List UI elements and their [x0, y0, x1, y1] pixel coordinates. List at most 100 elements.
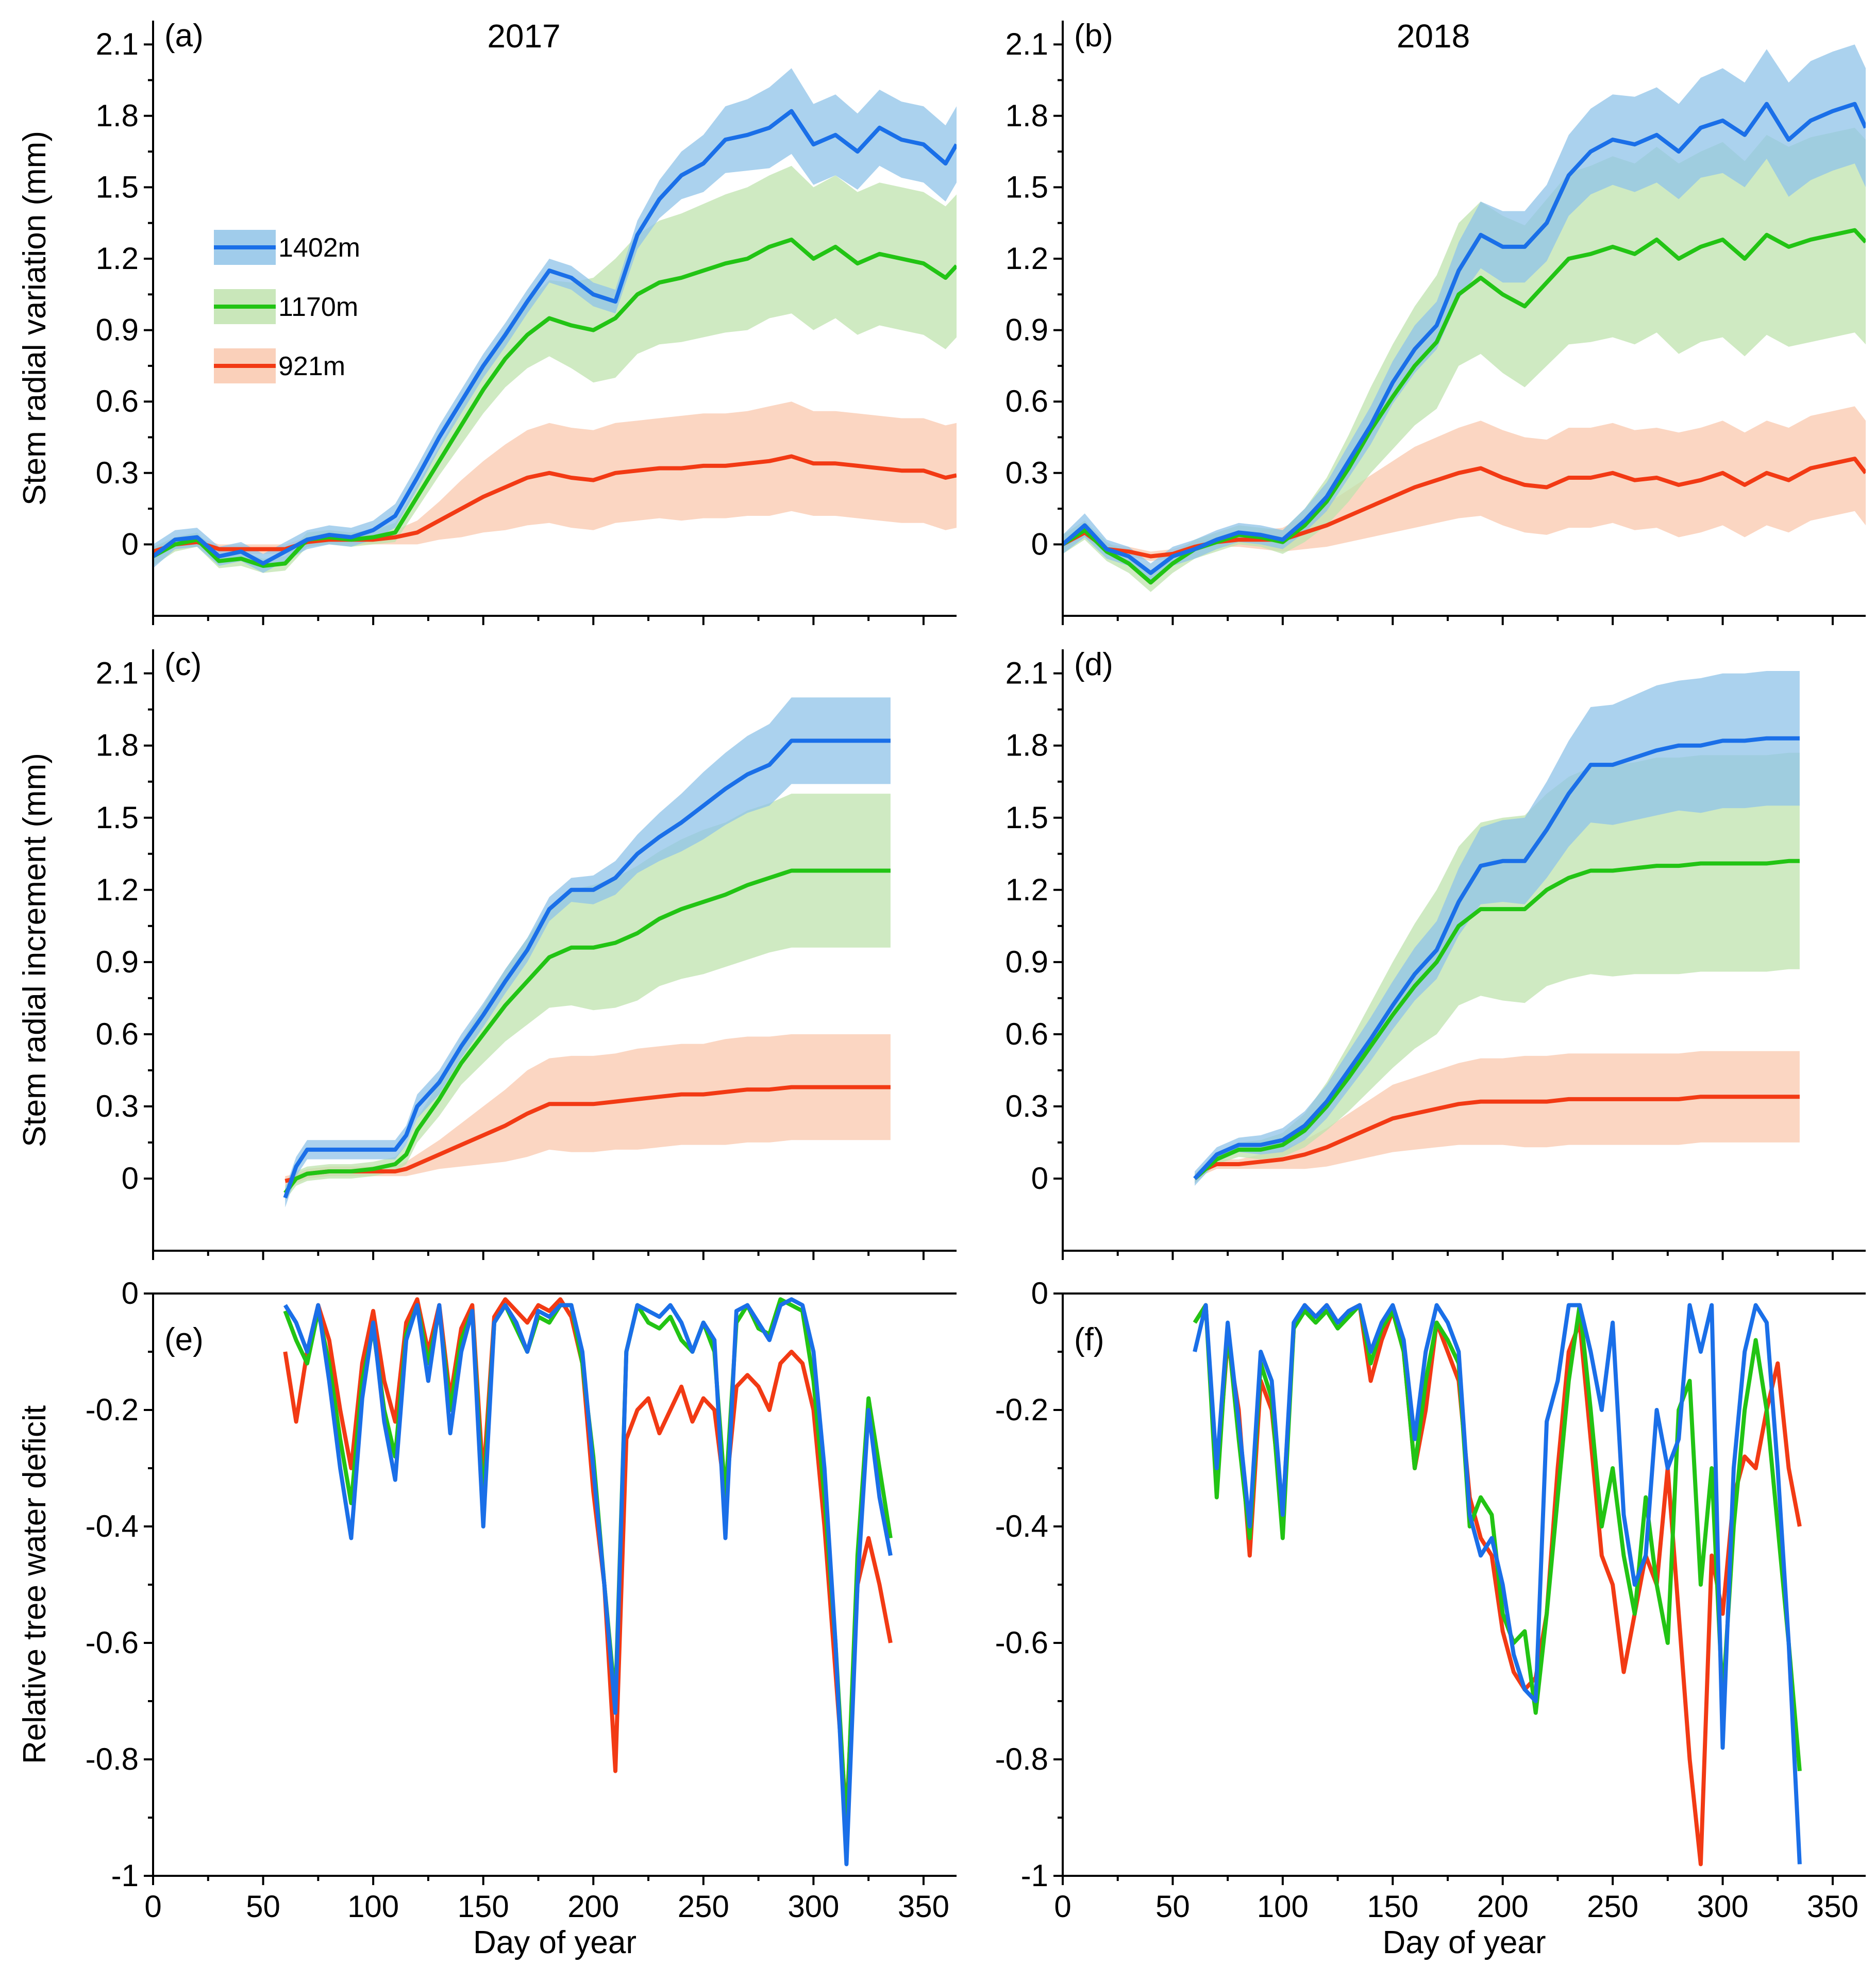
- panel-a: 0 0.3 0.6 0.9 1.2 1.5 1.8 2.1 (a) 2017 Stem radial…: [17, 18, 957, 625]
- x-tick-label: 50: [1155, 1889, 1190, 1924]
- series-line-1170m: [283, 1297, 893, 1832]
- panel-label: (d): [1074, 647, 1113, 682]
- y-tick-label: -0.4: [995, 1509, 1048, 1543]
- series-line-1170m: [283, 868, 891, 1195]
- series-line-921m: [1193, 1303, 1802, 1867]
- y-axis-title: Stem radial variation (mm): [17, 131, 53, 506]
- y-tick-label: -0.8: [86, 1742, 139, 1776]
- y-tick-label: 1.5: [96, 800, 139, 835]
- x-tick-label: 200: [567, 1889, 619, 1924]
- y-tick-label: 1.2: [1006, 241, 1048, 276]
- panel-label: (e): [164, 1322, 204, 1357]
- band-1402m: [153, 68, 957, 573]
- y-tick-label: 0: [1031, 527, 1048, 561]
- panel-d: 0 0.3 0.6 0.9 1.2 1.5 1.8 2.1 (d): [1006, 647, 1866, 1260]
- y-tick-label: 0.6: [1006, 1017, 1048, 1051]
- x-tick-label: 300: [1697, 1889, 1748, 1924]
- x-tick-label: 350: [898, 1889, 949, 1924]
- x-tick-label: 250: [678, 1889, 729, 1924]
- plot-area: [283, 697, 891, 1207]
- band-1402m: [285, 697, 891, 1207]
- legend-label-921m: 921m: [278, 351, 345, 381]
- x-axis-title: Day of year: [473, 1925, 636, 1960]
- band-921m: [1195, 1051, 1800, 1184]
- y-tick-label: 0.6: [1006, 384, 1048, 418]
- panel-f: -1 -0.8 -0.6 -0.4 -0.2 0 0 50 100 150 200 250 300 350…: [995, 1276, 1866, 1960]
- x-tick-label: 300: [788, 1889, 839, 1924]
- panel-e: -1 -0.8 -0.6 -0.4 -0.2 0 0 50 100 150 200 250 300 350…: [17, 1276, 957, 1960]
- band-1402m: [1195, 671, 1800, 1186]
- band-921m: [1063, 406, 1866, 561]
- y-tick-label: -1: [1021, 1858, 1048, 1893]
- panel-label: (a): [164, 18, 204, 54]
- y-tick-label: 0: [122, 527, 139, 561]
- series-line-921m: [283, 1297, 893, 1820]
- y-tick-label: 0.3: [96, 1089, 139, 1123]
- y-tick-label: -1: [111, 1858, 139, 1893]
- y-axis-title: Stem radial increment (mm): [17, 753, 53, 1147]
- y-tick-label: 2.1: [1006, 27, 1048, 61]
- band-921m: [153, 401, 957, 557]
- series-line-921m: [284, 1085, 891, 1183]
- series-line-1170m: [1193, 1303, 1802, 1771]
- year-label: 2018: [1397, 18, 1470, 55]
- year-label: 2017: [487, 18, 560, 55]
- plot-area: [283, 1297, 893, 1867]
- x-tick-label: 100: [1257, 1889, 1309, 1924]
- series-line-1402m: [283, 1297, 893, 1867]
- x-tick-label: 150: [1367, 1889, 1418, 1924]
- y-tick-label: 0.6: [96, 384, 139, 418]
- y-tick-label: 1.8: [1006, 98, 1048, 133]
- y-tick-label: 0.9: [1006, 313, 1048, 347]
- y-tick-label: 2.1: [96, 656, 139, 691]
- y-tick-label: -0.6: [995, 1625, 1048, 1660]
- legend-label-1402m: 1402m: [278, 233, 360, 263]
- series-line-1402m: [1193, 1303, 1802, 1865]
- y-tick-label: 1.2: [96, 241, 139, 276]
- y-tick-label: 2.1: [96, 27, 139, 61]
- y-tick-label: 1.8: [96, 98, 139, 133]
- y-axis-title: Relative tree water deficit: [17, 1405, 53, 1764]
- plot-area: [1063, 44, 1866, 592]
- y-tick-label: -0.8: [995, 1742, 1048, 1776]
- y-tick-label: 0.9: [96, 313, 139, 347]
- legend: 1402m 1170m 921m: [214, 230, 360, 383]
- y-tick-label: 1.8: [1006, 728, 1048, 763]
- y-tick-label: 0: [1031, 1276, 1048, 1311]
- y-tick-label: 0.6: [96, 1017, 139, 1051]
- y-tick-label: 1.2: [1006, 872, 1048, 907]
- y-tick-label: 1.5: [1006, 170, 1048, 204]
- y-tick-label: 0: [1031, 1161, 1048, 1196]
- plot-area: [1193, 671, 1800, 1186]
- x-axis-title: Day of year: [1382, 1925, 1546, 1960]
- y-tick-label: 1.2: [96, 872, 139, 907]
- series-line-1402m: [1063, 102, 1866, 575]
- x-tick-label: 50: [246, 1889, 280, 1924]
- panel-label: (f): [1074, 1322, 1104, 1357]
- y-tick-label: -0.2: [995, 1392, 1048, 1427]
- series-line-1170m: [1193, 859, 1800, 1181]
- y-tick-label: 1.5: [96, 170, 139, 204]
- series-line-921m: [1193, 1095, 1800, 1181]
- band-1170m: [153, 165, 957, 573]
- y-tick-label: 0: [122, 1276, 139, 1311]
- y-tick-label: 0.3: [1006, 456, 1048, 490]
- plot-area: [1193, 1303, 1802, 1867]
- y-tick-label: 1.5: [1006, 800, 1048, 835]
- band-1170m: [285, 794, 891, 1200]
- x-tick-label: 250: [1587, 1889, 1638, 1924]
- x-tick-label: 350: [1807, 1889, 1858, 1924]
- panel-c: 0 0.3 0.6 0.9 1.2 1.5 1.8 2.1 (c) Stem radial inc…: [17, 647, 957, 1260]
- x-tick-label: 100: [347, 1889, 399, 1924]
- x-tick-label: 0: [1054, 1889, 1071, 1924]
- y-tick-label: -0.6: [86, 1625, 139, 1660]
- series-line-1402m: [1193, 736, 1800, 1180]
- x-tick-label: 150: [458, 1889, 509, 1924]
- series-line-1402m: [153, 109, 957, 566]
- y-tick-label: 2.1: [1006, 656, 1048, 691]
- x-tick-label: 0: [144, 1889, 161, 1924]
- y-tick-label: 0.9: [96, 945, 139, 979]
- y-tick-label: 1.8: [96, 728, 139, 763]
- y-tick-label: -0.4: [86, 1509, 139, 1543]
